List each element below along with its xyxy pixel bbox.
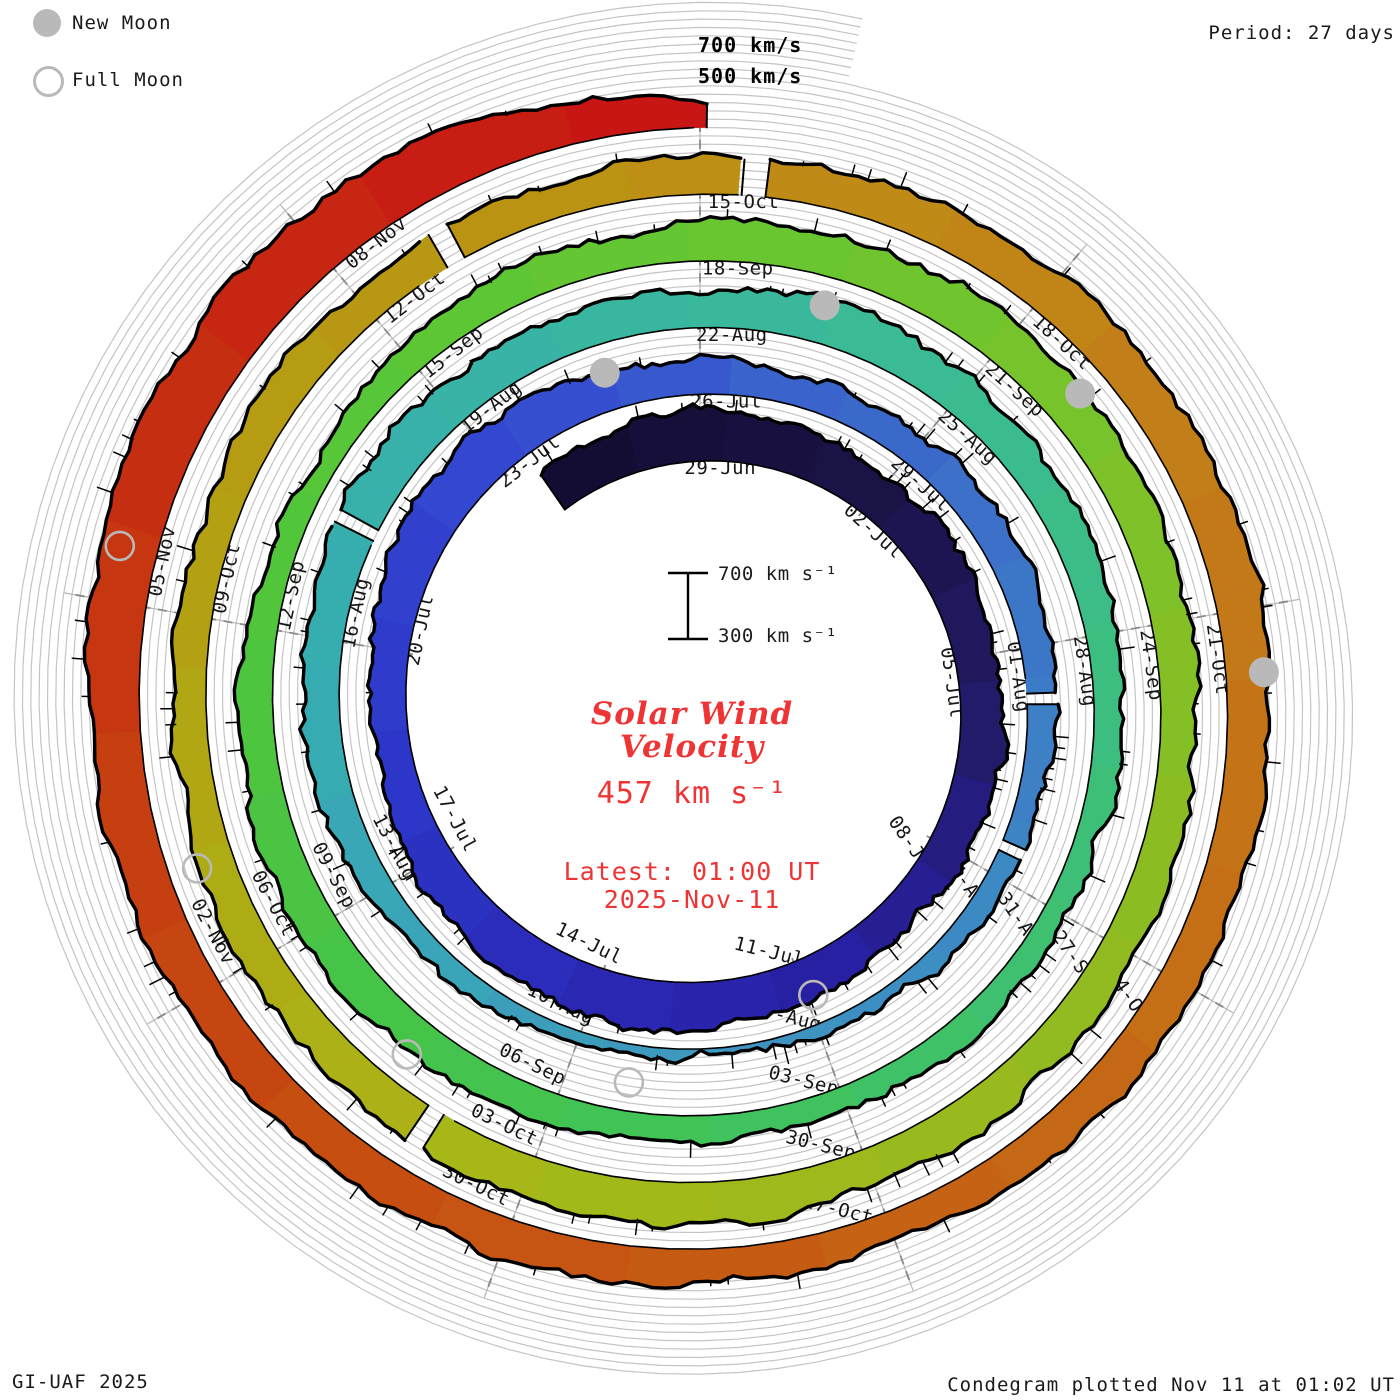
solar-wind-spiral-band xyxy=(84,95,1272,1289)
moon-markers xyxy=(104,290,1279,1098)
center-scale-bar xyxy=(668,571,708,641)
center-text-block: Solar Wind Velocity 457 km s⁻¹ xyxy=(0,696,1392,812)
full-moon-marker xyxy=(613,1067,645,1098)
new-moon-marker xyxy=(1248,657,1279,688)
latest-date-label: 2025-Nov-11 xyxy=(603,885,781,914)
full-moon-marker xyxy=(181,853,213,884)
legend-new-moon-label: New Moon xyxy=(72,12,172,34)
latest-time-label: Latest: 01:00 UT xyxy=(563,857,821,886)
current-velocity-value: 457 km s⁻¹ xyxy=(596,776,788,811)
chart-title-line1: Solar Wind xyxy=(590,696,794,732)
credit-label: GI-UAF 2025 xyxy=(12,1371,149,1393)
latest-text-block: Latest: 01:00 UT 2025-Nov-11 xyxy=(0,858,1392,914)
band-edges xyxy=(71,93,1281,1290)
center-scale-bottom-label: 300 km s⁻¹ xyxy=(718,625,838,647)
outer-scale-700: 700 km/s xyxy=(698,33,803,57)
full-moon-marker xyxy=(797,979,829,1011)
period-label: Period: 27 days xyxy=(1208,22,1395,44)
new-moon-marker xyxy=(809,290,840,321)
new-moon-icon xyxy=(33,9,61,37)
full-moon-marker xyxy=(104,530,136,562)
plotted-timestamp-label: Condegram plotted Nov 11 at 01:02 UT xyxy=(947,1374,1395,1396)
new-moon-marker xyxy=(1065,378,1096,409)
ring-date-label: 15-Oct xyxy=(708,191,780,213)
center-scale-top-label: 700 km s⁻¹ xyxy=(718,563,838,585)
full-moon-icon xyxy=(33,66,64,97)
new-moon-marker xyxy=(589,357,620,388)
outer-scale-500: 500 km/s xyxy=(698,64,803,88)
chart-title-line2: Velocity xyxy=(619,729,765,765)
legend-full-moon-label: Full Moon xyxy=(72,69,184,91)
full-moon-marker xyxy=(391,1039,423,1070)
